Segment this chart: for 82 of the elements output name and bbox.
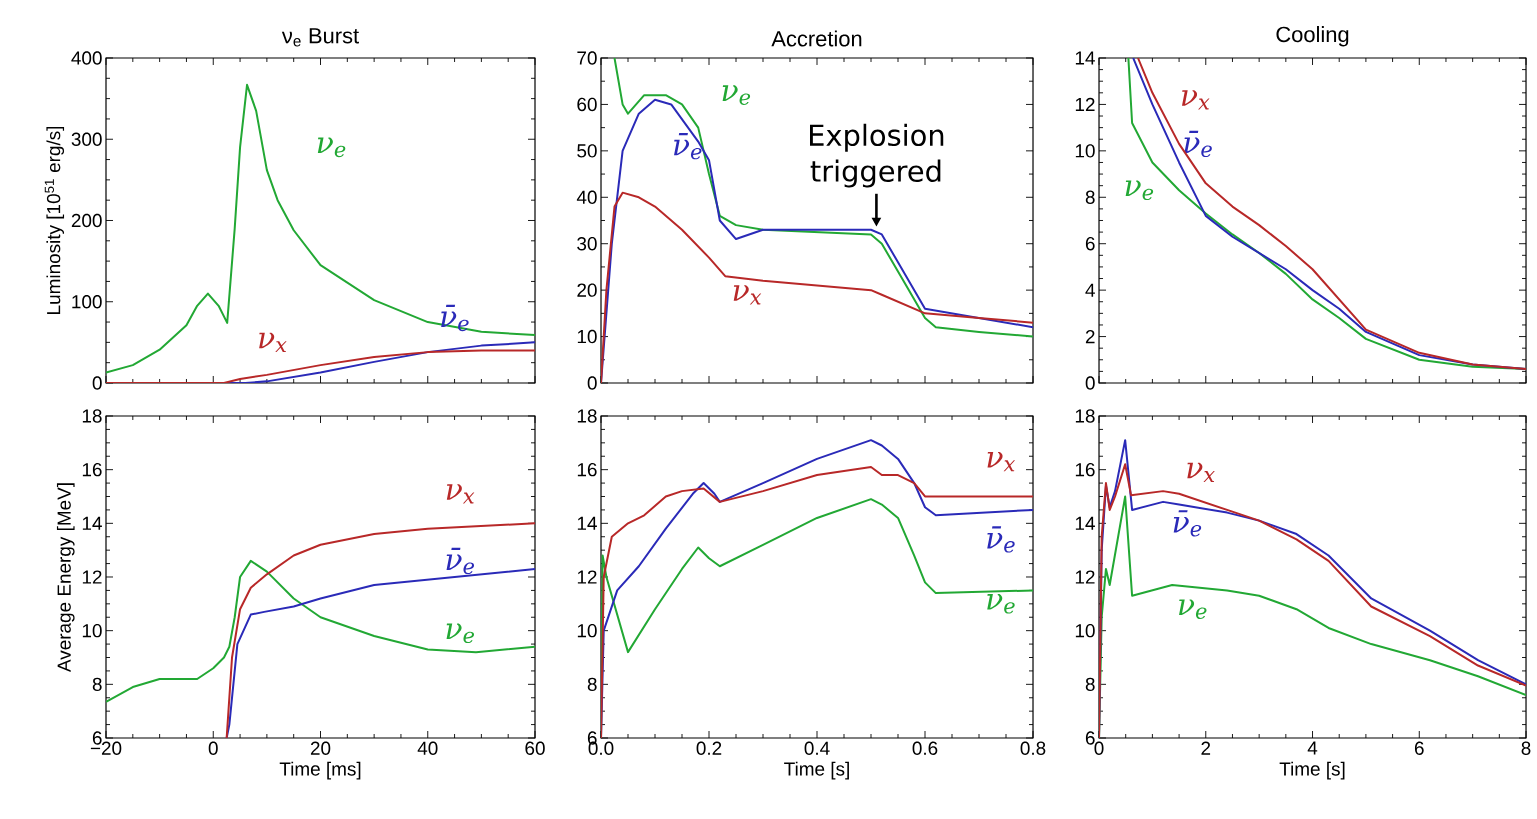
series-label: ν$_{x}$ xyxy=(446,484,475,504)
y-tick-label: 8 xyxy=(92,677,102,692)
y-tick-label: 16 xyxy=(577,462,597,477)
series-label: ν̄$_{e}$ xyxy=(446,547,475,575)
chart-title: ν$_{e}$ Burst xyxy=(281,28,359,47)
y-tick-label: 70 xyxy=(577,51,597,65)
x-tick-label: 4 xyxy=(1307,741,1318,755)
series-label: ν$_{x}$ xyxy=(987,451,1016,472)
y-tick-label: 10 xyxy=(577,623,597,638)
x-axis-title: Time [ms] xyxy=(279,761,361,780)
y-tick-label: 16 xyxy=(1075,462,1095,477)
y-tick-label: 0 xyxy=(1085,376,1095,390)
x-tick-label: 0.6 xyxy=(912,741,938,755)
series-label: ν$_{e}$ xyxy=(1125,180,1154,201)
y-tick-label: 18 xyxy=(82,409,102,423)
y-tick-label: 8 xyxy=(587,677,597,692)
series-label: ν$_{e}$ xyxy=(987,594,1015,614)
x-tick-label: 0.4 xyxy=(804,741,830,755)
series-label: ν$_{e}$ xyxy=(1179,599,1207,619)
y-tick-label: 10 xyxy=(577,329,597,344)
series-label: ν$_{x}$ xyxy=(1181,90,1210,110)
x-tick-label: 40 xyxy=(417,741,438,755)
x-tick-label: 0.2 xyxy=(696,741,722,755)
y-tick-label: 12 xyxy=(82,570,102,584)
series-label: ν$_{e}$ xyxy=(317,137,346,158)
series-label: ν$_{e}$ xyxy=(722,85,751,105)
x-tick-label: 8 xyxy=(1521,741,1531,755)
y-tick-label: 12 xyxy=(577,570,597,584)
y-tick-label: 20 xyxy=(577,283,597,297)
y-tick-label: 14 xyxy=(82,516,102,530)
y-tick-label: 60 xyxy=(577,97,597,112)
series-label: ν$_{e}$ xyxy=(446,623,475,644)
y-tick-label: 8 xyxy=(1085,190,1095,204)
y-tick-label: 200 xyxy=(71,213,102,228)
x-tick-label: 2 xyxy=(1201,741,1211,755)
line-series xyxy=(106,83,535,374)
x-tick-label: 6 xyxy=(1414,741,1424,755)
x-axis-title: Time [s] xyxy=(784,761,849,780)
y-tick-label: 40 xyxy=(576,190,597,204)
x-axis-title: Time [s] xyxy=(1279,761,1345,780)
y-tick-label: 0 xyxy=(92,376,102,390)
series-label: ν$_{x}$ xyxy=(259,332,287,352)
y-tick-label: 12 xyxy=(1075,97,1095,112)
y-tick-label: 6 xyxy=(1085,237,1095,251)
x-tick-label: 60 xyxy=(525,741,545,755)
y-tick-label: 2 xyxy=(1085,329,1095,344)
y-tick-label: 0 xyxy=(587,376,597,390)
y-tick-label: 400 xyxy=(71,51,102,65)
x-tick-label: 20 xyxy=(310,741,331,755)
y-tick-label: 14 xyxy=(577,516,597,530)
series-label: ν$_{x}$ xyxy=(733,285,762,305)
chart-title: Accretion xyxy=(771,30,862,47)
y-tick-label: 16 xyxy=(82,462,102,477)
y-tick-label: 10 xyxy=(1075,144,1095,158)
y-axis-title: Luminosity [10$^{51}$ erg/s] xyxy=(44,126,65,314)
x-tick-label: 0.8 xyxy=(1020,741,1046,755)
x-tick-label: 0 xyxy=(208,741,218,755)
y-tick-label: 10 xyxy=(1075,623,1095,638)
line-series xyxy=(613,58,1034,338)
y-tick-label: 100 xyxy=(72,295,102,309)
line-series xyxy=(601,191,1034,383)
chart-title: Cooling xyxy=(1276,26,1349,47)
y-tick-label: 50 xyxy=(577,144,597,158)
series-label: ν$_{x}$ xyxy=(1187,462,1215,482)
y-axis-title: Average Energy [MeV] xyxy=(56,483,75,673)
y-tick-label: 18 xyxy=(1075,409,1095,423)
y-tick-label: 6 xyxy=(1085,731,1095,745)
y-tick-label: 14 xyxy=(1075,516,1095,530)
annotation: Explosion triggered xyxy=(810,123,944,188)
series-label: ν̄$_{e}$ xyxy=(1173,510,1202,537)
series-label: ν̄$_{e}$ xyxy=(987,526,1015,553)
series-label: ν̄$_{e}$ xyxy=(674,133,702,160)
x-tick-label: 0 xyxy=(1094,741,1104,755)
y-tick-label: 14 xyxy=(1075,51,1095,65)
y-tick-label: 4 xyxy=(1085,283,1095,297)
y-tick-label: 8 xyxy=(1085,677,1095,692)
y-tick-label: 10 xyxy=(82,623,102,638)
series-label: ν̄$_{e}$ xyxy=(1184,130,1212,158)
y-tick-label: 300 xyxy=(71,132,102,146)
y-tick-label: 30 xyxy=(577,237,597,251)
y-tick-label: 12 xyxy=(1075,570,1095,584)
y-tick-label: 18 xyxy=(577,409,597,423)
